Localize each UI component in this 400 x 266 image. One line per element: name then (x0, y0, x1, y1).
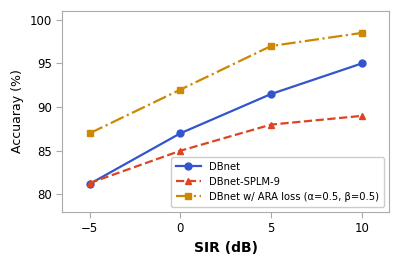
DBnet-SPLM-9 (87, 181, 92, 185)
DBnet w/ ARA loss (α=0.5, β=0.5) (268, 44, 273, 48)
DBnet w/ ARA loss (α=0.5, β=0.5) (178, 88, 183, 91)
Legend: DBnet, DBnet-SPLM-9, DBnet w/ ARA loss (α=0.5, β=0.5): DBnet, DBnet-SPLM-9, DBnet w/ ARA loss (… (171, 157, 384, 207)
Line: DBnet: DBnet (86, 60, 365, 188)
DBnet (178, 132, 183, 135)
Y-axis label: Accuaray (%): Accuaray (%) (11, 70, 24, 153)
DBnet (359, 62, 364, 65)
DBnet w/ ARA loss (α=0.5, β=0.5) (359, 31, 364, 35)
DBnet (87, 182, 92, 186)
DBnet-SPLM-9 (178, 149, 183, 152)
DBnet w/ ARA loss (α=0.5, β=0.5) (87, 132, 92, 135)
DBnet-SPLM-9 (268, 123, 273, 126)
Line: DBnet-SPLM-9: DBnet-SPLM-9 (86, 113, 365, 186)
Line: DBnet w/ ARA loss (α=0.5, β=0.5): DBnet w/ ARA loss (α=0.5, β=0.5) (86, 30, 365, 137)
X-axis label: SIR (dB): SIR (dB) (194, 241, 258, 255)
DBnet-SPLM-9 (359, 114, 364, 118)
DBnet (268, 93, 273, 96)
